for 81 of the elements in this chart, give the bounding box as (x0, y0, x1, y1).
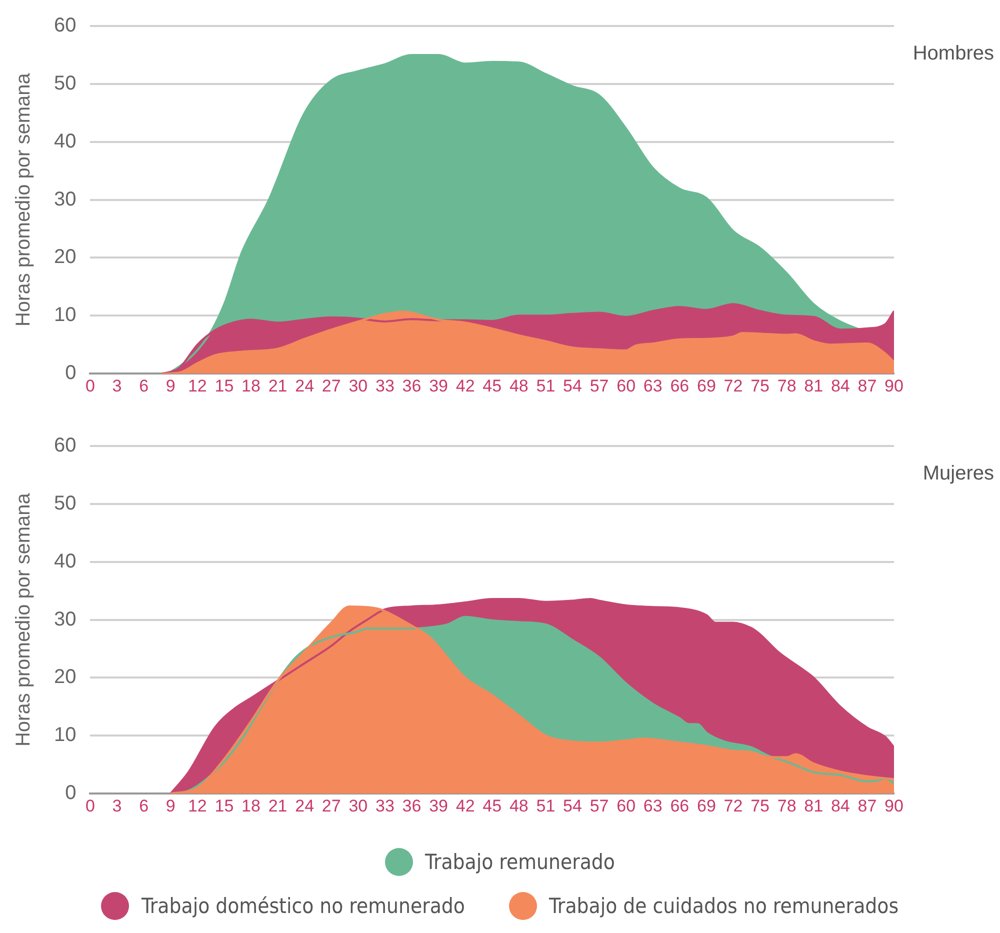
x-tick-label: 66 (670, 796, 690, 816)
x-tick-label: 87 (858, 376, 877, 396)
legend-label: Trabajo doméstico no remunerado (141, 894, 465, 918)
x-tick-label: 12 (188, 376, 207, 396)
y-tick-label: 10 (54, 724, 76, 746)
y-tick-label: 20 (54, 666, 76, 688)
x-tick-label: 84 (830, 796, 850, 816)
x-tick-label: 36 (402, 796, 422, 816)
text: Mujeres (922, 462, 994, 485)
y-tick-label: 50 (54, 72, 76, 94)
y-tick-label: 60 (54, 14, 76, 37)
x-tick-label: 60 (616, 796, 636, 816)
x-tick-label: 30 (348, 796, 368, 816)
x-tick-label: 90 (884, 796, 904, 816)
x-tick-label: 15 (214, 376, 234, 396)
x-tick-label: 21 (268, 796, 288, 816)
x-tick-label: 9 (166, 796, 176, 816)
x-tick-label: 36 (402, 376, 422, 396)
y-tick-label: 50 (54, 492, 76, 514)
x-tick-label: 69 (696, 376, 716, 396)
x-tick-label: 33 (375, 796, 394, 816)
x-tick-label: 63 (643, 796, 662, 816)
x-tick-label: 69 (696, 796, 716, 816)
x-tick-label: 90 (884, 376, 904, 396)
x-tick-label: 78 (777, 796, 796, 816)
x-tick-label: 81 (804, 376, 824, 396)
x-tick-label: 72 (724, 376, 743, 396)
y-tick-label: 40 (54, 550, 76, 572)
x-tick-label: 48 (509, 376, 528, 396)
x-tick-label: 30 (348, 376, 368, 396)
x-tick-label: 72 (724, 796, 743, 816)
x-tick-label: 3 (112, 796, 122, 816)
x-tick-label: 42 (456, 376, 475, 396)
y-tick-label: 30 (54, 188, 76, 210)
text: Hombres (912, 42, 994, 65)
x-tick-label: 39 (429, 376, 448, 396)
x-tick-label: 51 (536, 796, 556, 816)
x-tick-label: 18 (242, 376, 260, 396)
x-tick-label: 75 (750, 376, 770, 396)
x-tick-label: 57 (590, 796, 609, 816)
y-tick-label: 10 (54, 304, 76, 326)
x-tick-label: 78 (777, 376, 796, 396)
x-tick-label: 0 (86, 376, 95, 396)
x-tick-label: 48 (509, 796, 528, 816)
x-tick-label: 12 (188, 796, 207, 816)
x-tick-label: 42 (456, 796, 475, 816)
x-tick-label: 66 (670, 376, 690, 396)
x-tick-label: 9 (166, 376, 176, 396)
x-tick-label: 6 (139, 376, 149, 396)
y-axis-title: Horas promedio por semana (12, 72, 35, 327)
legend-label: Trabajo remunerado (425, 850, 615, 874)
x-tick-label: 54 (563, 376, 582, 396)
x-tick-label: 24 (295, 376, 314, 396)
x-tick-label: 84 (830, 376, 850, 396)
x-tick-label: 0 (86, 796, 95, 816)
x-tick-label: 87 (858, 796, 877, 816)
x-tick-label: 45 (482, 376, 502, 396)
legend-label: Trabajo de cuidados no remunerados (548, 894, 899, 918)
x-tick-label: 33 (375, 376, 394, 396)
x-tick-label: 57 (590, 376, 609, 396)
x-tick-label: 21 (268, 376, 288, 396)
x-tick-label: 45 (482, 796, 502, 816)
y-tick-label: 60 (54, 434, 76, 457)
y-axis-title: Horas promedio por semana (12, 492, 35, 747)
x-tick-label: 51 (536, 376, 556, 396)
y-tick-label: 20 (54, 246, 76, 268)
x-tick-label: 63 (643, 376, 662, 396)
x-tick-label: 3 (112, 376, 122, 396)
y-tick-label: 30 (54, 608, 76, 630)
x-tick-label: 6 (139, 796, 149, 816)
x-tick-label: 24 (295, 796, 314, 816)
x-tick-label: 18 (242, 796, 260, 816)
x-tick-label: 27 (322, 376, 341, 396)
x-tick-label: 27 (322, 796, 341, 816)
x-tick-label: 81 (804, 796, 824, 816)
x-tick-label: 54 (563, 796, 582, 816)
y-tick-label: 40 (54, 130, 76, 152)
x-tick-label: 15 (214, 796, 234, 816)
x-tick-label: 39 (429, 796, 448, 816)
x-tick-label: 75 (750, 796, 770, 816)
x-tick-label: 60 (616, 376, 636, 396)
